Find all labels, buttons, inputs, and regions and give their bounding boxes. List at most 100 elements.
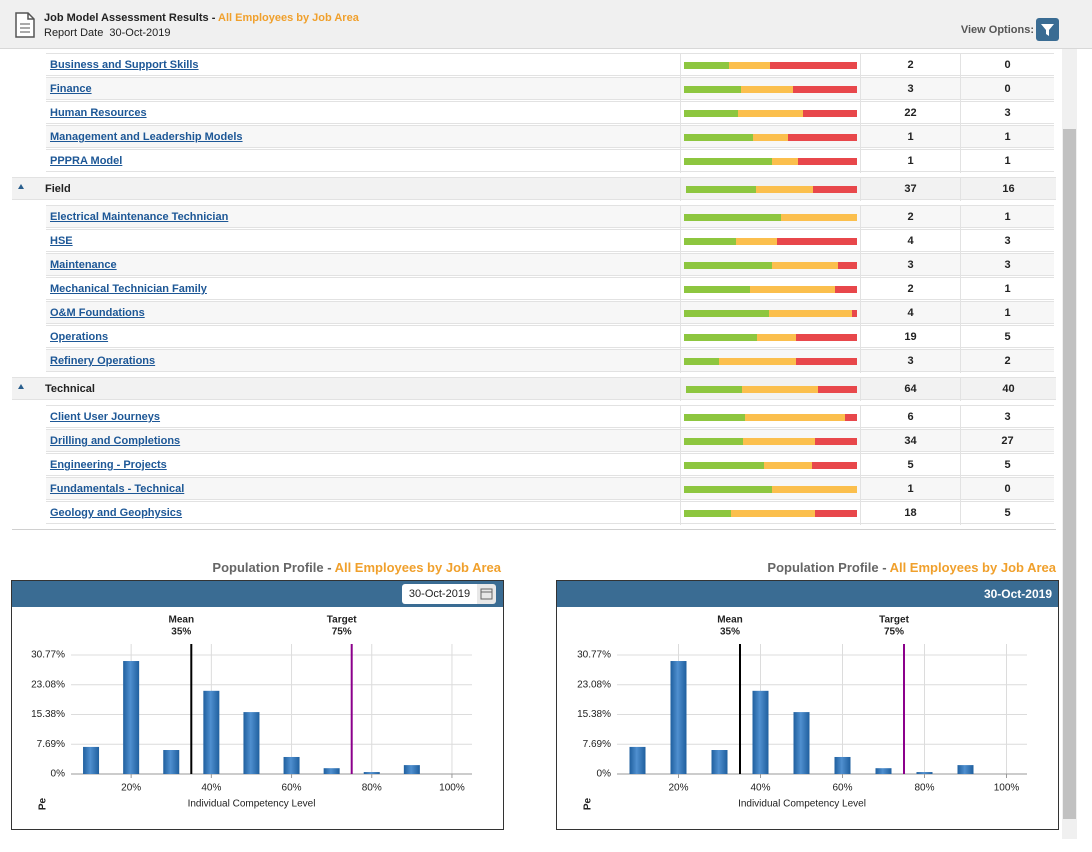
job-area-link[interactable]: O&M Foundations [50, 307, 145, 319]
job-area-link[interactable]: PPPRA Model [50, 155, 123, 167]
distribution-bar [684, 262, 857, 269]
value: 0 [960, 54, 1054, 77]
y-axis-label: Pe [38, 797, 49, 810]
expand-toggle[interactable] [18, 184, 24, 189]
distribution-bar [684, 310, 857, 317]
bar [629, 746, 646, 774]
job-area-link[interactable]: Human Resources [50, 107, 147, 119]
distribution-segment [812, 462, 857, 469]
x-tick-label: 60% [832, 783, 852, 794]
count: 3 [860, 78, 960, 101]
table-row: Engineering - Projects 5 5 [46, 453, 1054, 477]
value: 1 [960, 206, 1054, 229]
y-axis-label: Pe [583, 797, 594, 810]
distribution-segment [851, 310, 857, 317]
count: 34 [860, 430, 960, 453]
job-area-link[interactable]: Geology and Geophysics [50, 507, 183, 519]
table-row: HSE 4 3 [46, 229, 1054, 253]
distribution-cell [680, 54, 860, 77]
y-tick-label: 0% [597, 769, 612, 780]
scrollbar[interactable] [1062, 49, 1077, 839]
distribution-bar [684, 510, 857, 517]
count: 2 [860, 54, 960, 77]
job-area-link[interactable]: Drilling and Completions [50, 435, 181, 447]
y-tick-label: 30.77% [577, 650, 611, 661]
job-area-link[interactable]: Engineering - Projects [50, 459, 167, 471]
job-area-link[interactable]: Mechanical Technician Family [50, 283, 207, 295]
job-area-link[interactable]: Refinery Operations [50, 355, 156, 367]
distribution-bar [684, 438, 857, 445]
value: 5 [960, 502, 1054, 525]
count: 64 [860, 378, 960, 401]
distribution-bar [684, 286, 857, 293]
value: 0 [960, 78, 1054, 101]
table-row: Business and Support Skills 2 0 [46, 53, 1054, 77]
bar [752, 690, 769, 774]
job-area-link[interactable]: HSE [50, 235, 73, 247]
table-row: Operations 19 5 [46, 325, 1054, 349]
distribution-segment [684, 110, 738, 117]
distribution-bar [684, 334, 857, 341]
distribution-bar [684, 158, 857, 165]
charts: Population Profile - All Employees by Job… [0, 540, 1060, 840]
job-area-link[interactable]: Operations [50, 331, 109, 343]
distribution-segment [684, 358, 719, 365]
header: Job Model Assessment Results - All Emplo… [0, 0, 1092, 49]
distribution-segment [684, 158, 773, 165]
bar [363, 772, 380, 774]
date-input[interactable]: 30-Oct-2019 [402, 584, 477, 604]
job-area-link[interactable]: Maintenance [50, 259, 117, 271]
distribution-cell [680, 206, 860, 229]
distribution-segment [792, 86, 857, 93]
table-row: Mechanical Technician Family 2 1 [46, 277, 1054, 301]
expand-toggle[interactable] [18, 384, 24, 389]
job-area-link[interactable]: Management and Leadership Models [50, 131, 243, 143]
distribution-segment [741, 86, 793, 93]
value: 3 [960, 102, 1054, 125]
distribution-bar [686, 186, 857, 193]
distribution-segment [772, 262, 838, 269]
job-area-link[interactable]: Client User Journeys [50, 411, 161, 423]
group-label: Technical [45, 383, 95, 395]
distribution-bar [684, 486, 857, 493]
distribution-segment [744, 414, 845, 421]
job-area-link[interactable]: Finance [50, 83, 92, 95]
bar [403, 765, 420, 774]
panel-header: 30-Oct-2019 [12, 581, 503, 607]
count: 2 [860, 206, 960, 229]
job-area-link[interactable]: Business and Support Skills [50, 59, 199, 71]
distribution-segment [772, 158, 799, 165]
bar [916, 772, 933, 774]
distribution-cell [680, 126, 860, 149]
distribution-segment [684, 462, 764, 469]
distribution-cell [680, 302, 860, 325]
chart-title: Population Profile - [212, 560, 332, 575]
job-area-link[interactable]: Fundamentals - Technical [50, 483, 185, 495]
bar [323, 768, 340, 774]
report-icon [15, 12, 35, 38]
distribution-segment [796, 358, 857, 365]
value: 27 [960, 430, 1054, 453]
y-tick-label: 30.77% [31, 650, 65, 661]
table-bottom [12, 529, 1056, 530]
table-row: Drilling and Completions 34 27 [46, 429, 1054, 453]
panel-date: 30-Oct-2019 [983, 587, 1052, 601]
count: 1 [860, 150, 960, 173]
distribution-cell [680, 478, 860, 501]
distribution-segment [735, 238, 778, 245]
job-area-link[interactable]: Electrical Maintenance Technician [50, 211, 229, 223]
bar [711, 750, 728, 774]
annotation-value: 75% [332, 627, 352, 638]
count: 18 [860, 502, 960, 525]
scroll-thumb[interactable] [1063, 129, 1076, 819]
distribution-segment [684, 486, 773, 493]
calendar-button[interactable] [477, 584, 496, 604]
table-row: Finance 3 0 [46, 77, 1054, 101]
group-row: Technical 64 40 [12, 377, 1056, 401]
value: 3 [960, 406, 1054, 429]
distribution-segment [684, 334, 757, 341]
x-axis-label: Individual Competency Level [188, 799, 316, 810]
filter-button[interactable] [1036, 18, 1059, 41]
value: 1 [960, 302, 1054, 325]
distribution-cell [680, 350, 860, 373]
